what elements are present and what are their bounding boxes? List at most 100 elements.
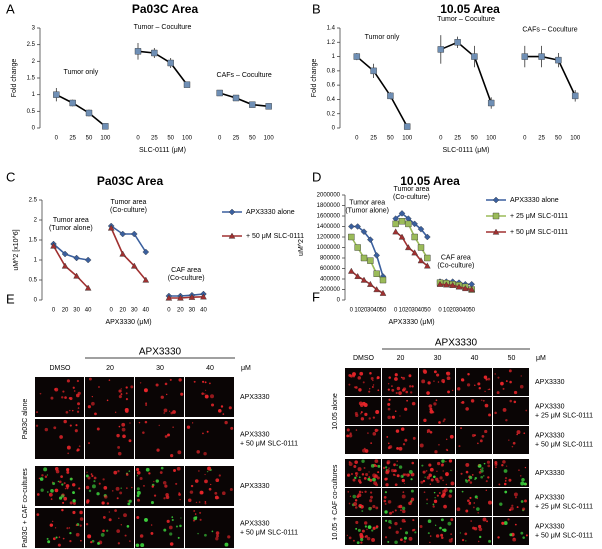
x-tick-label: 30 [411,308,418,314]
cell-dot [127,500,129,502]
legend-marker [492,212,500,220]
cell-dot [477,442,479,445]
cell-dot [385,477,388,481]
data-point [367,257,374,264]
cell-dot [363,477,367,480]
cell-dot [113,470,118,475]
cell-dot [201,392,204,395]
cell-dot [441,536,444,540]
cell-dot [488,413,492,417]
cell-dot [204,479,208,484]
cell-dot [360,538,364,542]
cell-dot [164,484,168,488]
cell-dot [474,476,477,480]
cell-dot [370,377,374,380]
cell-dot [388,445,393,449]
cell-dot [470,399,475,403]
cell-dot [445,483,448,486]
cell-dot [504,490,508,494]
unit-label: μM [536,355,546,362]
cell-dot [194,513,197,515]
y-tick-label: 3 [32,26,36,32]
cell-dot [59,435,63,439]
cell-dot [347,473,351,477]
cell-dot [482,517,487,522]
cell-dot [438,443,440,446]
cell-dot [91,484,96,489]
cell-dot [136,467,140,471]
cell-dot [164,435,168,438]
cell-dot [400,427,405,431]
panel-letter: C [6,169,15,184]
cell-dot [121,427,126,432]
data-point [360,228,368,236]
x-tick-label: 50 [380,308,387,314]
cell-dot [172,426,174,428]
cell-dot [468,475,473,480]
cell-dot [511,445,514,448]
legend-marker [228,232,236,239]
data-point [347,267,355,274]
cell-dot [427,519,432,523]
cell-dot [508,478,512,482]
row-label: + 50 μM SLC-0111 [535,532,593,539]
group-label: Tumor area [53,217,89,224]
cell-dot [445,473,449,477]
cell-dot [370,442,373,444]
cell-dot [369,372,372,375]
cell-dot [514,523,517,526]
cell-dot [354,476,357,480]
cell-dot [487,377,491,381]
cell-dot [204,473,206,476]
cell-dot [69,532,72,535]
cell-dot [347,491,350,493]
cell-dot [374,459,379,464]
cell-dot [101,501,105,505]
x-tick-label: 20 [449,308,456,314]
x-tick-label: 0 [110,308,114,314]
cell-dot [91,401,95,406]
cell-dot [204,389,207,391]
cell-dot [369,495,373,499]
cell-dot [428,404,433,408]
cell-dot [443,418,446,421]
cell-dot [128,499,132,503]
cell-dot [487,500,492,505]
group-label: Tumor – Coculture [437,16,495,23]
cell-dot [160,466,164,470]
cell-dot [145,404,148,407]
series-line [110,227,147,281]
cell-dot [474,495,478,499]
cell-dot [90,540,93,544]
cell-dot [509,380,512,384]
cell-dot [384,491,387,494]
cell-dot [497,376,500,379]
cell-dot [359,403,364,408]
cell-dot [399,415,401,417]
group-label: Pa03C alone [22,399,29,440]
cell-dot [215,531,220,535]
cell-dot [66,470,70,474]
cell-dot [502,408,507,412]
cell-dot [434,524,437,526]
cell-dot [215,478,220,483]
cell-dot [39,477,44,481]
cell-dot [346,434,350,438]
x-tick-label: 40 [85,308,92,314]
cell-dot [427,381,431,385]
cell-dot [88,442,90,444]
group-label: 10.05 alone [332,393,339,430]
cell-dot [131,486,133,489]
cell-dot [424,476,426,478]
group-label: (Tumor alone) [49,225,93,232]
cell-dot [410,391,413,394]
micrograph [185,508,234,548]
cell-dot [199,518,202,521]
cell-dot [69,501,73,505]
cell-dot [66,487,69,490]
micrograph [35,466,84,506]
cell-dot [388,519,392,524]
cell-dot [198,501,201,503]
x-tick-label: 10 [399,308,406,314]
cell-dot [96,492,100,496]
